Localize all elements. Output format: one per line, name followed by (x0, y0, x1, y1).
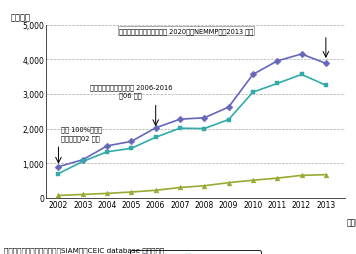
Text: 外資 100%による: 外資 100%による (61, 126, 102, 133)
Text: 自動車ミッションプラン 2006-2016: 自動車ミッションプラン 2006-2016 (90, 84, 172, 91)
Legend: 生産, 販売, 輸出: 生産, 販売, 輸出 (130, 250, 261, 254)
Text: 資料：インド自動車工業会（SIAM）、CEIC database から作成。: 資料：インド自動車工業会（SIAM）、CEIC database から作成。 (4, 246, 164, 253)
Text: 国家電動モビリティ促進策 2020　（NEMMP）（2013 年）: 国家電動モビリティ促進策 2020 （NEMMP）（2013 年） (119, 28, 253, 35)
Text: （千台）: （千台） (10, 13, 30, 22)
Text: （06 年）: （06 年） (119, 92, 142, 99)
Text: 生産解禁（02 年）: 生産解禁（02 年） (61, 135, 99, 141)
Text: （年）: （年） (346, 217, 356, 226)
